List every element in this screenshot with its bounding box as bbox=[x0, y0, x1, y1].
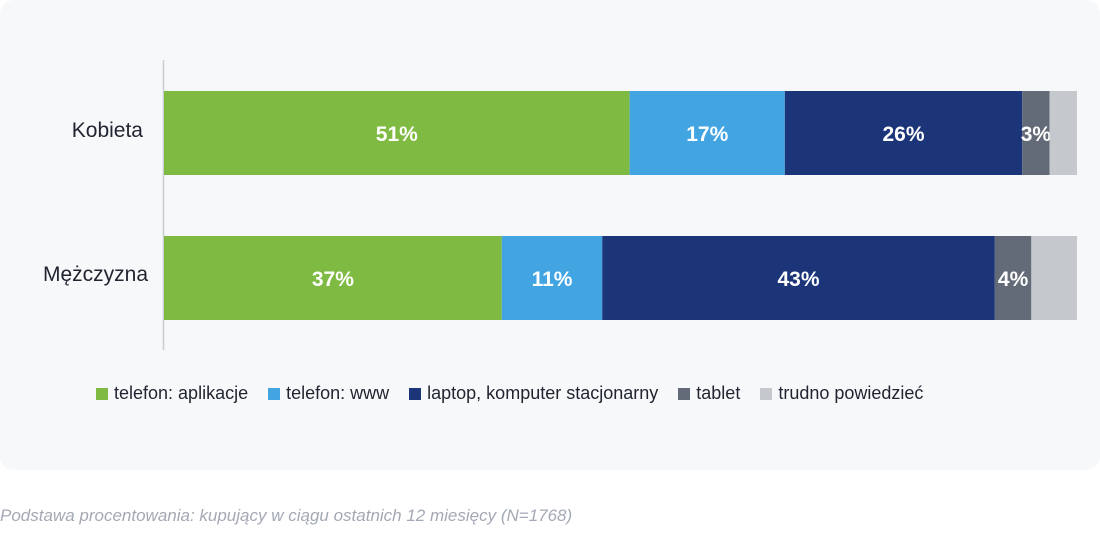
legend-label: trudno powiedzieć bbox=[778, 383, 924, 403]
bar-segment bbox=[1049, 91, 1077, 175]
data-label: 3% bbox=[1021, 123, 1052, 146]
stacked-bar-chart: 51% 17% 26% 3% 37% 11% 43% 4% bbox=[162, 60, 1077, 350]
legend-swatch bbox=[760, 387, 773, 400]
legend-label: telefon: aplikacje bbox=[114, 383, 249, 403]
legend-swatch bbox=[678, 387, 691, 400]
legend-swatch bbox=[409, 387, 422, 400]
data-label: 17% bbox=[686, 123, 728, 146]
bar-segment bbox=[1022, 91, 1050, 175]
data-label: 37% bbox=[312, 268, 354, 291]
footnote: Podstawa procentowania: kupujący w ciągu… bbox=[0, 506, 573, 525]
category-label-kobieta: Kobieta bbox=[71, 119, 143, 142]
category-label-mezczyzna: Mężczyzna bbox=[42, 263, 148, 286]
data-label: 26% bbox=[883, 123, 925, 146]
legend-item-telefon-www: telefon: www bbox=[268, 383, 389, 404]
legend-label: laptop, komputer stacjonarny bbox=[427, 383, 659, 403]
bar-segment bbox=[994, 236, 1032, 320]
legend-swatch bbox=[96, 387, 108, 400]
data-label: 11% bbox=[532, 268, 573, 291]
data-label: 43% bbox=[778, 268, 820, 291]
data-label: 4% bbox=[998, 268, 1029, 291]
data-label: 51% bbox=[376, 123, 418, 146]
chart-panel bbox=[0, 0, 1100, 470]
bar-segment bbox=[629, 91, 785, 175]
legend-item-trudno-powiedziec: trudno powiedzieć bbox=[760, 383, 923, 404]
legend-label: telefon: www bbox=[286, 383, 390, 403]
legend-item-tablet: tablet bbox=[678, 383, 740, 404]
bar-segment bbox=[164, 91, 630, 175]
legend-item-telefon-aplikacje: telefon: aplikacje bbox=[96, 383, 248, 404]
legend-swatch bbox=[268, 387, 281, 400]
bar-segment bbox=[1031, 236, 1077, 320]
bar-segment bbox=[164, 236, 502, 320]
bar-segment bbox=[602, 236, 995, 320]
legend-item-laptop: laptop, komputer stacjonarny bbox=[409, 383, 658, 404]
bar-segment bbox=[501, 236, 603, 320]
bar-segment bbox=[784, 91, 1023, 175]
legend-label: tablet bbox=[696, 383, 741, 403]
chart-legend: telefon: aplikacje telefon: www laptop, … bbox=[96, 383, 923, 404]
